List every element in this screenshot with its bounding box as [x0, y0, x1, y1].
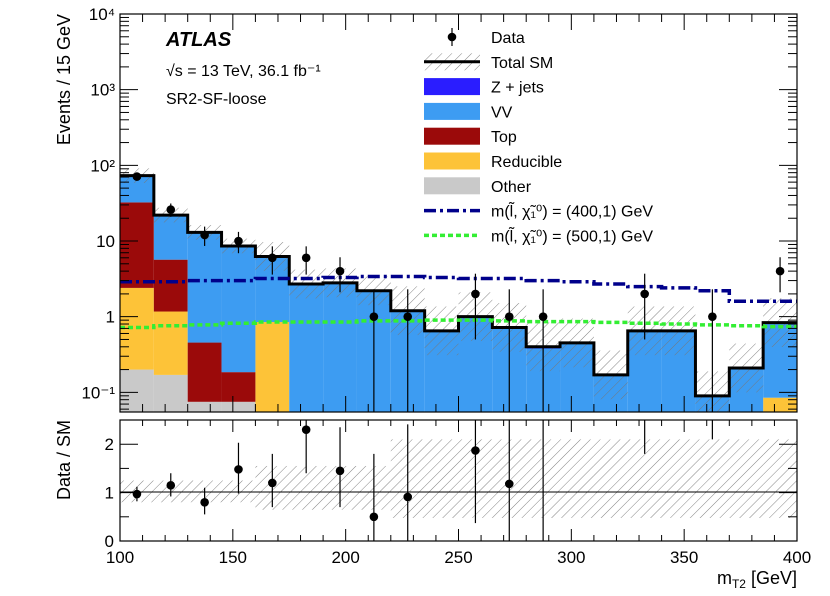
- legend-label-data: Data: [491, 30, 525, 47]
- legend-data-marker: [447, 32, 457, 42]
- ratio-point-6: [335, 466, 345, 476]
- region-label: SR2-SF-loose: [166, 91, 267, 108]
- y-tick-label-5: 10⁴: [89, 5, 115, 24]
- legend-swatch-other: [424, 177, 480, 195]
- bar-reducible-4: [255, 322, 290, 412]
- bar-top-3: [221, 372, 256, 402]
- ratio-point-1: [166, 481, 176, 490]
- legend-label-sig500: m(l̃, χ̃₁⁰) = (500,1) GeV: [491, 225, 653, 245]
- legend-swatch-vv: [424, 102, 480, 120]
- legend-label-total: Total SM: [491, 55, 553, 72]
- data-point-0: [132, 172, 142, 181]
- signal-500-1-line: [120, 318, 797, 330]
- ratio-hatch-bin-16: [661, 439, 696, 518]
- bar-other-3: [221, 401, 256, 412]
- x-tick-label-0: 100: [106, 548, 134, 567]
- ratio-hatch-bin-13: [560, 439, 594, 518]
- legend-label-other: Other: [491, 179, 532, 196]
- ratio-axes: 0 1 2 100 150 200 250 300 350 400: [105, 420, 811, 567]
- bar-vv-1: [153, 215, 188, 260]
- legend-swatch-top: [424, 127, 480, 145]
- bar-top-2: [187, 342, 222, 402]
- bar-vv-5: [289, 285, 324, 412]
- y-tick-label-0: 10⁻¹: [81, 383, 115, 402]
- data-point-12: [640, 289, 649, 299]
- data-point-7: [369, 312, 379, 321]
- y-tick-label-1: 1: [106, 308, 115, 327]
- data-point-4: [268, 253, 277, 263]
- legend-swatch-reducible: [424, 152, 480, 170]
- data-point-2: [200, 230, 209, 240]
- ratio-point-10: [504, 479, 514, 489]
- legend-label-top: Top: [491, 129, 517, 146]
- bar-other-2: [187, 401, 222, 412]
- data-point-13: [708, 312, 717, 321]
- x-tick-label-5: 350: [670, 548, 698, 567]
- ratio-xlabel: mT2 [GeV]: [717, 568, 797, 591]
- bar-reducible-19: [763, 397, 797, 412]
- ratio-hatch-bin-5: [289, 465, 324, 510]
- ratio-hatch-bin-14: [593, 439, 628, 518]
- legend-label-sig400: m(l̃, χ̃₁⁰) = (400,1) GeV: [491, 201, 653, 221]
- ratio-point-2: [200, 497, 209, 507]
- x-tick-label-6: 400: [783, 548, 811, 567]
- x-tick-label-3: 250: [444, 548, 472, 567]
- ratio-hatch-bin-18: [729, 439, 764, 518]
- bar-vv-6: [323, 283, 357, 412]
- ratio-y-tick-label-1: 1: [105, 484, 114, 503]
- y-tick-label-2: 10: [96, 232, 115, 251]
- legend-label-reducible: Reducible: [491, 154, 562, 171]
- data-point-9: [471, 289, 480, 299]
- ratio-y-tick-label-0: 0: [105, 532, 114, 551]
- bar-top-0: [120, 202, 154, 288]
- legend-swatch-zjets: [424, 78, 480, 96]
- data-point-5: [301, 253, 311, 263]
- main-axes: 10⁻¹ 1 10 10² 10³ 10⁴: [81, 5, 798, 412]
- legend-label-zjets: Z + jets: [491, 80, 544, 97]
- y-tick-label-4: 10³: [90, 81, 115, 100]
- data-point-1: [166, 205, 176, 214]
- ratio-hatch-bin-9: [424, 439, 459, 518]
- bar-top-1: [153, 259, 188, 312]
- x-tick-label-4: 300: [557, 548, 585, 567]
- ratio-point-0: [132, 489, 142, 499]
- ratio-point-7: [369, 512, 379, 522]
- x-tick-label-1: 150: [219, 548, 247, 567]
- ratio-points: [132, 420, 713, 541]
- ratio-point-4: [268, 478, 277, 488]
- ratio-point-5: [301, 425, 311, 434]
- data-point-11: [538, 312, 548, 321]
- bar-reducible-1: [153, 311, 188, 375]
- bar-vv-3: [221, 246, 256, 373]
- ratio-hatch-bin-17: [695, 439, 730, 518]
- ratio-hatch-bin-19: [763, 439, 797, 518]
- experiment-label: ATLAS: [165, 29, 232, 51]
- x-tick-label-2: 200: [331, 548, 359, 567]
- legend: Data Total SM Z + jets VV Top Reducible Other m…: [424, 28, 653, 245]
- ratio-point-8: [403, 492, 413, 502]
- data-point-10: [504, 312, 514, 321]
- ratio-uncertainty-band: [120, 439, 797, 518]
- ratio-y-tick-label-2: 2: [105, 435, 114, 454]
- data-points: [132, 172, 785, 412]
- ratio-point-9: [471, 446, 480, 455]
- data-point-3: [234, 236, 243, 246]
- main-ylabel: Events / 15 GeV: [54, 14, 74, 145]
- data-point-14: [775, 266, 785, 276]
- y-tick-label-3: 10²: [90, 156, 115, 175]
- ratio-point-3: [234, 465, 243, 474]
- data-point-6: [335, 266, 345, 276]
- legend-label-vv: VV: [491, 104, 513, 121]
- total-sm-line: [120, 174, 797, 398]
- bar-other-0: [120, 369, 154, 412]
- ratio-ylabel: Data / SM: [54, 420, 74, 500]
- energy-label: √s = 13 TeV, 36.1 fb⁻¹: [166, 63, 321, 80]
- bar-other-1: [153, 374, 188, 412]
- data-point-8: [403, 312, 413, 321]
